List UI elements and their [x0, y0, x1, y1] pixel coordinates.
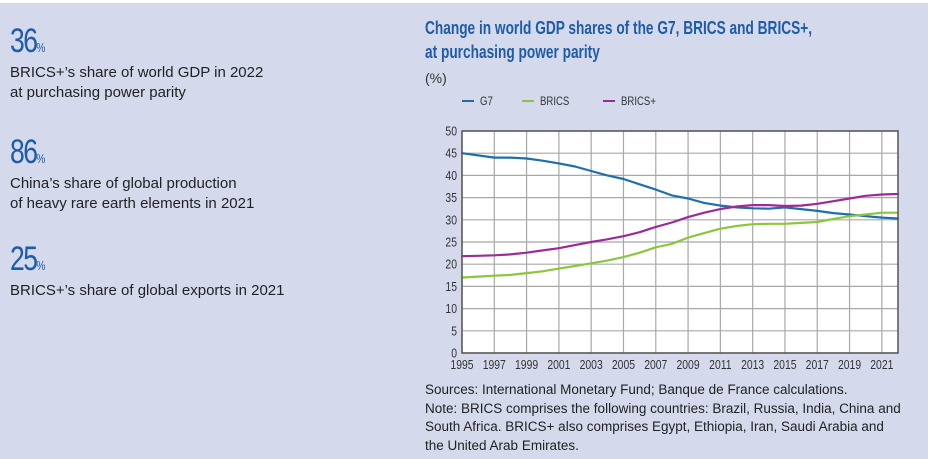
- x-tick-label: 1999: [515, 358, 538, 372]
- y-tick-label: 10: [445, 302, 457, 316]
- chart-notes: Sources: International Monetary Fund; Ba…: [425, 381, 905, 455]
- legend-label: BRICS+: [620, 94, 656, 108]
- y-tick-label: 0: [451, 346, 457, 360]
- x-tick-label: 2017: [806, 358, 829, 372]
- y-tick-label: 20: [445, 258, 457, 272]
- legend-label: G7: [480, 94, 493, 108]
- stat-description-line: of heavy rare earth elements in 2021: [10, 195, 255, 212]
- stat-description-line: BRICS+’s share of world GDP in 2022: [10, 64, 264, 81]
- y-tick-label: 15: [445, 280, 457, 294]
- y-tick-label: 5: [451, 324, 457, 338]
- x-tick-label: 2013: [741, 358, 765, 372]
- y-tick-label: 35: [445, 191, 457, 205]
- x-tick-label: 1997: [483, 358, 506, 372]
- stat-number: 25: [10, 240, 38, 278]
- stat-gdp-share: 36% BRICS+’s share of world GDP in 2022 …: [10, 24, 263, 103]
- chart-title-line: at purchasing power parity: [425, 42, 600, 62]
- legend-swatch: [462, 100, 474, 102]
- series-line-brics-plus: [460, 192, 900, 258]
- stat-value: 36%: [10, 24, 45, 65]
- stat-description-line: BRICS+’s share of global exports in 2021: [10, 282, 285, 299]
- stat-description-line: China’s share of global production: [10, 175, 237, 192]
- legend-item-brics-plus: BRICS+: [602, 94, 665, 108]
- y-axis: 0 5 10 15 20 25 30 35 40 45 50: [445, 124, 457, 360]
- stat-number: 36: [10, 22, 38, 60]
- y-tick-label: 25: [445, 235, 457, 249]
- chart-title-line: Change in world GDP shares of the G7, BR…: [425, 18, 813, 38]
- x-axis: 1995 1997 1999 2001 2003 2005 2007 2009 2011 2013…: [450, 358, 893, 372]
- plot-frame: [461, 130, 899, 354]
- x-tick-label: 2021: [870, 358, 893, 372]
- stat-unit: %: [36, 151, 46, 166]
- stat-description: China’s share of global production of he…: [10, 174, 254, 214]
- x-tick-label: 2005: [612, 358, 636, 372]
- legend-item-brics: BRICS: [522, 94, 577, 108]
- x-tick-label: 2009: [677, 358, 700, 372]
- x-tick-label: 2011: [709, 358, 731, 372]
- y-axis-unit: (%): [425, 70, 447, 86]
- x-tick-label: 2001: [547, 358, 570, 372]
- series-line-brics: [460, 211, 900, 279]
- stat-description: BRICS+’s share of global exports in 2021: [10, 281, 284, 301]
- note-text: Note: BRICS comprises the following coun…: [425, 400, 901, 453]
- stat-exports: 25% BRICS+’s share of global exports in …: [10, 242, 284, 301]
- stat-description: BRICS+’s share of world GDP in 2022 at p…: [10, 63, 263, 103]
- legend-item-g7: G7: [462, 94, 496, 108]
- series-line-g7: [460, 152, 900, 220]
- stat-rare-earth: 86% China’s share of global production o…: [10, 135, 254, 214]
- series-lines: [460, 152, 900, 279]
- x-tick-label: 2015: [773, 358, 797, 372]
- stat-unit: %: [36, 40, 46, 55]
- y-tick-label: 40: [445, 169, 457, 183]
- x-tick-label: 1995: [450, 358, 474, 372]
- chart-title: Change in world GDP shares of the G7, BR…: [425, 16, 812, 64]
- x-tick-label: 2019: [838, 358, 861, 372]
- stat-description-line: at purchasing power parity: [10, 84, 186, 101]
- y-tick-label: 45: [445, 147, 457, 161]
- stat-number: 86: [10, 133, 38, 171]
- x-tick-label: 2007: [644, 358, 667, 372]
- stat-value: 86%: [10, 135, 45, 176]
- legend-label: BRICS: [540, 94, 570, 108]
- legend-swatch: [602, 100, 615, 102]
- sources-text: Sources: International Monetary Fund; Ba…: [425, 382, 848, 397]
- y-tick-label: 50: [445, 124, 457, 138]
- chart-legend: G7 BRICS BRICS+: [462, 94, 664, 108]
- x-tick-label: 2003: [580, 358, 604, 372]
- legend-swatch: [522, 100, 535, 102]
- y-tick-label: 30: [445, 213, 457, 227]
- stat-value: 25%: [10, 242, 45, 283]
- stat-unit: %: [36, 258, 46, 273]
